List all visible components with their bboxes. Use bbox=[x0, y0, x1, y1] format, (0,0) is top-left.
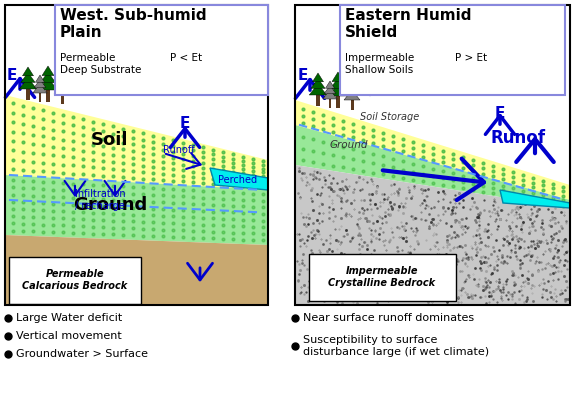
Text: Vertical movement: Vertical movement bbox=[16, 331, 122, 341]
FancyBboxPatch shape bbox=[309, 254, 456, 301]
Polygon shape bbox=[5, 95, 268, 190]
Polygon shape bbox=[54, 84, 70, 94]
Text: West. Sub-humid
Plain: West. Sub-humid Plain bbox=[60, 8, 206, 41]
Text: Ground: Ground bbox=[73, 196, 147, 214]
Text: Permeable
Deep Substrate: Permeable Deep Substrate bbox=[60, 53, 141, 75]
Polygon shape bbox=[19, 78, 37, 89]
Polygon shape bbox=[332, 72, 344, 82]
Polygon shape bbox=[347, 80, 357, 88]
Polygon shape bbox=[22, 67, 33, 76]
Text: P < Et: P < Et bbox=[170, 53, 202, 63]
Polygon shape bbox=[346, 85, 358, 94]
Polygon shape bbox=[57, 74, 67, 82]
Bar bbox=[329, 99, 331, 108]
Polygon shape bbox=[325, 81, 335, 88]
Polygon shape bbox=[5, 235, 268, 305]
Bar bbox=[316, 95, 320, 106]
Bar bbox=[60, 94, 63, 104]
Text: Infiltration
/ recharge: Infiltration / recharge bbox=[75, 189, 125, 211]
Text: Large Water deficit: Large Water deficit bbox=[16, 313, 122, 323]
Text: P > Et: P > Et bbox=[455, 53, 487, 63]
Text: Perched: Perched bbox=[218, 175, 258, 185]
FancyBboxPatch shape bbox=[340, 5, 565, 95]
Text: Eastern Humid
Shield: Eastern Humid Shield bbox=[345, 8, 472, 41]
Text: E: E bbox=[180, 116, 190, 131]
Bar bbox=[336, 96, 340, 108]
FancyBboxPatch shape bbox=[9, 257, 141, 304]
Text: Susceptibility to surface
disturbance large (if wet climate): Susceptibility to surface disturbance la… bbox=[303, 335, 489, 357]
Polygon shape bbox=[323, 90, 337, 99]
Text: E: E bbox=[495, 106, 505, 121]
Polygon shape bbox=[328, 84, 348, 96]
Bar bbox=[39, 93, 41, 102]
Polygon shape bbox=[295, 125, 570, 208]
Bar bbox=[351, 100, 354, 110]
Polygon shape bbox=[39, 78, 58, 90]
Polygon shape bbox=[311, 79, 325, 88]
Polygon shape bbox=[21, 72, 35, 82]
Polygon shape bbox=[56, 79, 68, 88]
Polygon shape bbox=[5, 175, 268, 245]
Polygon shape bbox=[33, 84, 47, 93]
Text: E: E bbox=[298, 68, 308, 83]
Polygon shape bbox=[295, 100, 570, 200]
Text: Runof: Runof bbox=[490, 129, 545, 147]
Polygon shape bbox=[500, 190, 570, 208]
Text: Ground: Ground bbox=[330, 140, 369, 150]
Text: P: P bbox=[365, 56, 375, 71]
Text: Runoff: Runoff bbox=[163, 145, 194, 155]
Polygon shape bbox=[36, 75, 44, 82]
Polygon shape bbox=[34, 79, 46, 88]
Polygon shape bbox=[40, 72, 56, 83]
FancyBboxPatch shape bbox=[55, 5, 268, 95]
Text: Soil Storage: Soil Storage bbox=[360, 112, 419, 122]
Bar bbox=[26, 89, 30, 100]
Polygon shape bbox=[344, 90, 360, 100]
Text: E: E bbox=[7, 68, 17, 83]
Polygon shape bbox=[210, 168, 268, 190]
Polygon shape bbox=[330, 78, 346, 89]
Text: Impermeable
Shallow Soils: Impermeable Shallow Soils bbox=[345, 53, 414, 75]
Polygon shape bbox=[312, 73, 324, 82]
Text: Groundwater > Surface: Groundwater > Surface bbox=[16, 349, 148, 359]
Text: Soil: Soil bbox=[91, 131, 129, 149]
Text: Permeable
Calcarious Bedrock: Permeable Calcarious Bedrock bbox=[22, 269, 128, 291]
Text: P: P bbox=[70, 58, 81, 73]
Polygon shape bbox=[324, 86, 336, 94]
Bar bbox=[46, 90, 50, 102]
Polygon shape bbox=[42, 66, 54, 76]
Polygon shape bbox=[295, 165, 570, 305]
Polygon shape bbox=[309, 84, 327, 95]
Text: Impermeable
Crystalline Bedrock: Impermeable Crystalline Bedrock bbox=[328, 266, 436, 288]
Text: Near surface runoff dominates: Near surface runoff dominates bbox=[303, 313, 474, 323]
